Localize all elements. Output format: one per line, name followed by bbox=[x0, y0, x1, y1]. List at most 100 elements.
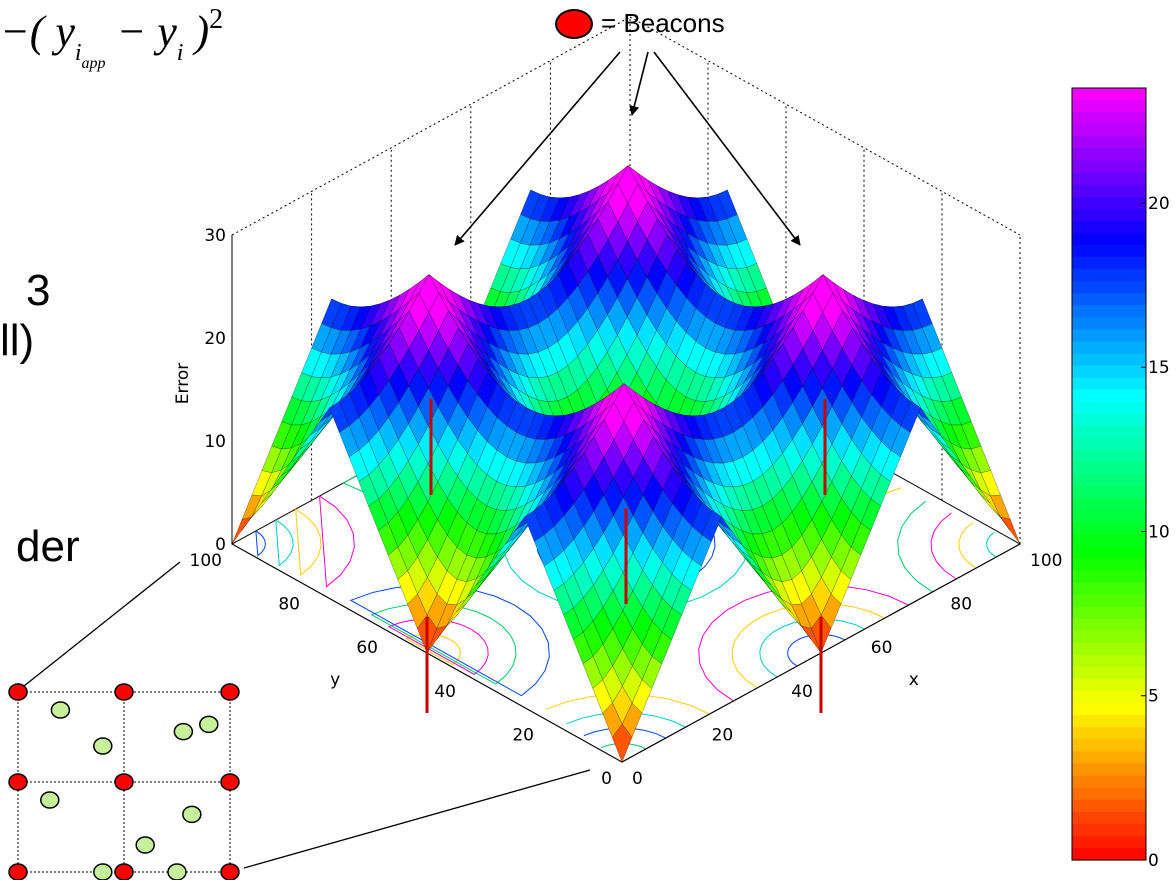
x-tick-label: 60 bbox=[871, 638, 893, 658]
colorbar-band bbox=[1072, 510, 1146, 523]
x-tick-label: 100 bbox=[1030, 551, 1062, 571]
inset-beacon bbox=[114, 863, 134, 880]
inset-connector bbox=[243, 769, 591, 869]
colorbar-band bbox=[1072, 172, 1146, 186]
colorbar-band bbox=[1072, 268, 1146, 282]
y-tick-label: 20 bbox=[512, 725, 534, 745]
colorbar-band bbox=[1072, 329, 1146, 342]
colorbar-band bbox=[1072, 823, 1146, 837]
floor-contour bbox=[986, 531, 997, 558]
colorbar-band bbox=[1072, 486, 1146, 499]
inset-beacon bbox=[8, 773, 28, 791]
colorbar-band bbox=[1072, 124, 1146, 137]
colorbar-band bbox=[1072, 606, 1146, 620]
colorbar-band bbox=[1072, 691, 1146, 704]
colorbar-band bbox=[1072, 582, 1146, 596]
beacon-legend: = Beacons bbox=[555, 8, 725, 39]
colorbar-band bbox=[1072, 196, 1146, 210]
colorbar-tick-label: 0 bbox=[1148, 851, 1159, 871]
equation-subsub: app bbox=[81, 55, 106, 72]
colorbar-tick-label: 10 bbox=[1148, 522, 1170, 542]
floor-contour bbox=[897, 500, 933, 593]
inset-beacon bbox=[8, 683, 28, 701]
floor-contour bbox=[731, 603, 885, 689]
inset-node bbox=[167, 863, 187, 880]
inset-node bbox=[50, 701, 71, 719]
floor-contour bbox=[275, 519, 294, 567]
inset-beacon bbox=[220, 773, 240, 791]
colorbar-band bbox=[1072, 594, 1146, 608]
beacon-legend-marker bbox=[555, 8, 593, 39]
error-surface bbox=[231, 165, 1021, 763]
beacon-legend-label: = Beacons bbox=[601, 8, 725, 38]
colorbar-band bbox=[1072, 293, 1146, 306]
z-tick-label: 0 bbox=[215, 535, 226, 555]
z-axis-label: Error bbox=[173, 363, 193, 404]
colorbar-frame bbox=[1071, 87, 1147, 861]
colorbar-band bbox=[1072, 775, 1146, 789]
colorbar-band bbox=[1072, 437, 1146, 451]
colorbar-band bbox=[1072, 811, 1146, 825]
floor-contour bbox=[698, 584, 909, 702]
colorbar-band bbox=[1072, 136, 1146, 149]
z-tick-label: 20 bbox=[204, 329, 226, 349]
x-tick-label: 20 bbox=[712, 725, 734, 745]
colorbar-tick-label: 15 bbox=[1148, 358, 1170, 378]
y-tick-label: 60 bbox=[356, 638, 378, 658]
colorbar-band bbox=[1072, 835, 1146, 849]
colorbar-band bbox=[1072, 570, 1146, 584]
colorbar-band bbox=[1072, 654, 1146, 668]
colorbar-band bbox=[1072, 739, 1146, 753]
colorbar-band bbox=[1072, 642, 1146, 656]
grid-line bbox=[231, 16, 631, 236]
floor-contour bbox=[787, 634, 846, 667]
inset-beacon bbox=[220, 863, 240, 880]
colorbar-band bbox=[1072, 522, 1146, 535]
inset-node bbox=[135, 836, 155, 854]
colorbar-band bbox=[1072, 88, 1146, 101]
text-fragment-a: 3 bbox=[26, 266, 51, 315]
floor-contour bbox=[255, 530, 266, 557]
inset-beacon bbox=[8, 863, 28, 880]
colorbar-band bbox=[1072, 461, 1146, 475]
colorbar-band bbox=[1072, 751, 1146, 765]
z-tick-label: 30 bbox=[204, 226, 226, 246]
colorbar-band bbox=[1072, 256, 1146, 270]
equation-close: ) bbox=[183, 7, 210, 56]
colorbar-band bbox=[1072, 365, 1146, 379]
floor-contour bbox=[930, 512, 957, 580]
colorbar-band bbox=[1072, 667, 1146, 680]
floor-contour bbox=[759, 618, 865, 678]
equation-fragment: −( yiapp − yi )2 bbox=[0, 4, 224, 72]
colorbar-band bbox=[1072, 425, 1146, 439]
colorbar-band bbox=[1072, 148, 1146, 161]
colorbar-band bbox=[1072, 715, 1146, 728]
inset-node bbox=[93, 737, 113, 755]
colorbar: 0 5 10 15 20 bbox=[1071, 87, 1170, 871]
y-axis-label: y bbox=[330, 670, 340, 690]
colorbar-band bbox=[1072, 630, 1146, 644]
colorbar-band bbox=[1072, 389, 1146, 403]
colorbar-band bbox=[1072, 281, 1146, 294]
colorbar-band bbox=[1072, 558, 1146, 572]
beacon-arrow bbox=[653, 51, 801, 246]
colorbar-band bbox=[1072, 449, 1146, 463]
inset-node bbox=[173, 722, 194, 741]
inset-node bbox=[93, 863, 113, 880]
beacon-arrow bbox=[454, 51, 621, 246]
equation-sub2: i bbox=[176, 40, 184, 66]
inset-beacon bbox=[114, 773, 134, 791]
colorbar-band bbox=[1072, 546, 1146, 560]
inset-node bbox=[199, 715, 219, 734]
colorbar-band bbox=[1072, 305, 1146, 318]
floor-contour bbox=[319, 495, 355, 588]
colorbar-band bbox=[1072, 220, 1146, 234]
colorbar-band bbox=[1072, 244, 1146, 258]
x-tick-label: 40 bbox=[791, 682, 813, 702]
colorbar-band bbox=[1072, 474, 1146, 487]
inset-node bbox=[182, 805, 202, 824]
inset-connector bbox=[23, 561, 181, 687]
equation-exponent: 2 bbox=[209, 4, 224, 35]
text-fragment-b: ll) bbox=[0, 316, 35, 365]
